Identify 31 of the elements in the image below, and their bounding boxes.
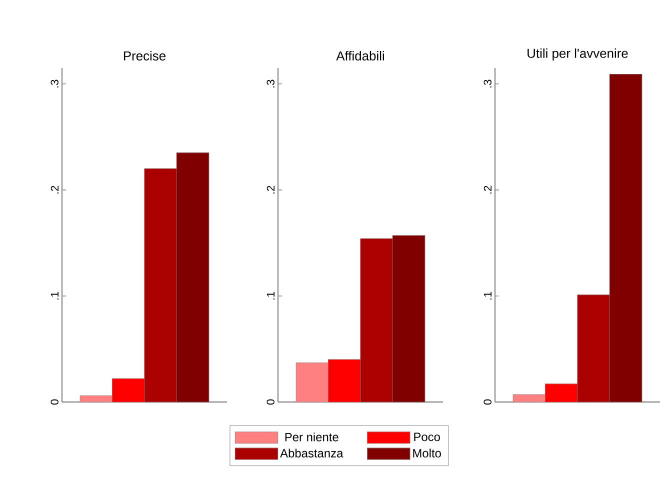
y-tick-label: 0 [484,399,492,405]
y-tick-label: .2 [50,186,58,194]
bar [328,359,361,402]
chart-title: Utili per l'avvenire [528,48,628,60]
y-tick-label: .1 [266,292,274,300]
y-tick-label: .1 [50,292,58,300]
y-tick-label: 0 [50,399,58,405]
chart-title: Precise [124,50,166,60]
bar [176,152,210,402]
bar [545,384,578,402]
bar [609,74,642,402]
y-tick-label: .3 [484,80,492,88]
y-tick-label: 0 [266,399,274,405]
legend-label: Per niente [285,432,338,442]
bar [392,235,426,402]
y-tick-label: .3 [50,80,58,88]
legend-label: Molto [413,448,441,458]
bar [577,294,610,402]
legend-label: Poco [414,432,440,442]
bar [80,395,113,402]
y-tick-label: .3 [266,80,274,88]
legend-label: Abbastanza [280,448,344,458]
bar [296,362,329,402]
bar [512,394,546,402]
y-tick-label: .1 [484,292,492,300]
y-tick-label: .2 [484,186,492,194]
bar [112,378,145,402]
bar [360,238,393,402]
y-tick-label: .2 [266,186,274,194]
bar [144,168,177,402]
chart-title: Affidabili [336,50,384,60]
